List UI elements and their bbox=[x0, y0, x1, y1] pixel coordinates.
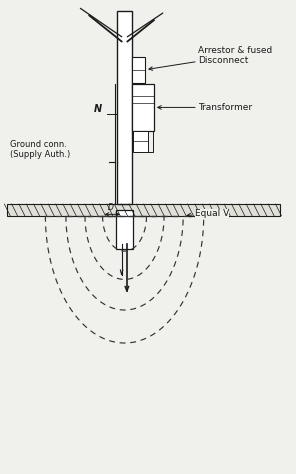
Text: Equal V: Equal V bbox=[187, 209, 229, 218]
Bar bbox=[116, 210, 133, 249]
Text: Arrestor & fused
Disconnect: Arrestor & fused Disconnect bbox=[149, 46, 272, 70]
Bar bbox=[133, 131, 148, 152]
Text: D: D bbox=[108, 203, 114, 212]
Text: Transformer: Transformer bbox=[158, 103, 252, 112]
Text: Ground conn.
(Supply Auth.): Ground conn. (Supply Auth.) bbox=[10, 140, 70, 159]
Bar bbox=[132, 84, 154, 131]
Bar bbox=[7, 204, 280, 216]
Bar bbox=[132, 57, 145, 82]
Bar bbox=[117, 11, 132, 204]
Text: N: N bbox=[94, 104, 102, 114]
